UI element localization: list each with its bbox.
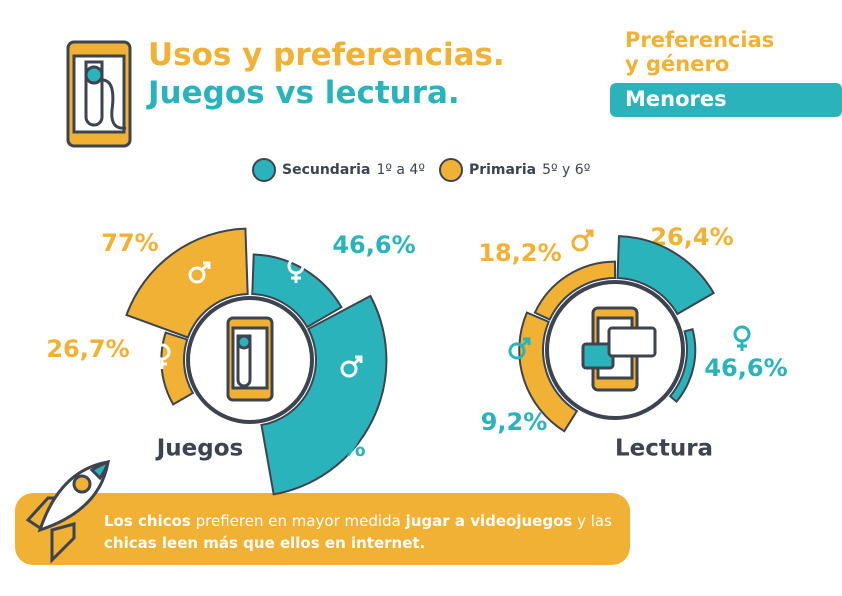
icon-part xyxy=(520,337,531,348)
legend-name: Secundaria xyxy=(282,162,371,178)
segment xyxy=(518,311,579,433)
value-label: 18,2% xyxy=(478,239,561,267)
icon-part xyxy=(583,229,594,240)
segment xyxy=(533,260,616,321)
legend-detail: 1º a 4º xyxy=(376,162,425,178)
gender-icon xyxy=(340,355,363,378)
banner-text: Los chicos prefieren en mayor medida jug… xyxy=(104,510,614,554)
gender-icon xyxy=(153,343,171,369)
legend-name: Primaria xyxy=(468,162,537,178)
segment xyxy=(251,253,343,329)
icon-part xyxy=(236,334,252,350)
icon-part xyxy=(733,325,751,343)
banner-part: jugar a videojuegos xyxy=(405,512,573,530)
rocket-icon xyxy=(25,459,111,564)
gender-icon xyxy=(571,229,594,252)
value-label: 26,7% xyxy=(46,335,129,363)
legend-item: Primaria 5º y 6º xyxy=(438,158,591,182)
title-line: Juegos vs lectura. xyxy=(148,75,460,111)
segment xyxy=(260,294,388,496)
chart-label: Lectura xyxy=(615,436,713,462)
tag-line: y género xyxy=(625,52,730,76)
tag-line: Preferencias xyxy=(625,28,775,52)
gender-icon xyxy=(287,257,305,283)
segment xyxy=(668,327,697,404)
icon-part xyxy=(707,271,717,281)
icon-part xyxy=(236,334,252,388)
icon-part xyxy=(340,360,358,378)
icon-part xyxy=(607,326,657,358)
gender-icon xyxy=(703,255,721,281)
icon-part xyxy=(291,273,301,283)
banner-part: chicas leen más que ellos en internet. xyxy=(104,534,426,552)
banner-part: prefieren en mayor medida xyxy=(195,512,401,530)
value-label: 46,6% xyxy=(332,231,415,259)
segment xyxy=(616,235,716,316)
badge: Menores xyxy=(625,87,727,111)
value-label: 46,6% xyxy=(704,354,787,382)
icon-part xyxy=(703,255,721,273)
banner-part: y las xyxy=(577,512,612,530)
value-label: 77% xyxy=(101,229,158,257)
icon-part xyxy=(352,355,363,366)
legend-item: Secundaria 1º a 4º xyxy=(252,158,425,182)
legend-swatch xyxy=(252,158,276,182)
gender-icon xyxy=(733,325,751,351)
value-label: 9,2% xyxy=(481,408,548,436)
banner-bg xyxy=(15,493,630,565)
segment xyxy=(125,227,249,339)
gender-icon xyxy=(508,337,531,360)
icon-part xyxy=(737,341,747,351)
icon-part xyxy=(508,342,526,360)
phone-game-icon xyxy=(66,40,132,148)
legend-detail: 5º y 6º xyxy=(542,162,591,178)
gender-icon xyxy=(188,261,211,284)
icon-part xyxy=(188,266,206,284)
legend: Secundaria 1º a 4º Primaria 5º y 6º xyxy=(252,158,590,182)
value-label: 82,8% xyxy=(282,434,365,462)
icon-part xyxy=(157,359,167,369)
center-icon xyxy=(581,306,657,392)
icon-part xyxy=(571,234,589,252)
badge-bg xyxy=(610,83,842,117)
title-line: Usos y preferencias. xyxy=(148,37,505,73)
icon-part xyxy=(200,261,211,272)
center-icon xyxy=(226,316,274,402)
legend-swatch xyxy=(438,158,463,182)
chart-label: Juegos xyxy=(155,436,244,462)
banner-part: Los chicos xyxy=(104,512,191,530)
